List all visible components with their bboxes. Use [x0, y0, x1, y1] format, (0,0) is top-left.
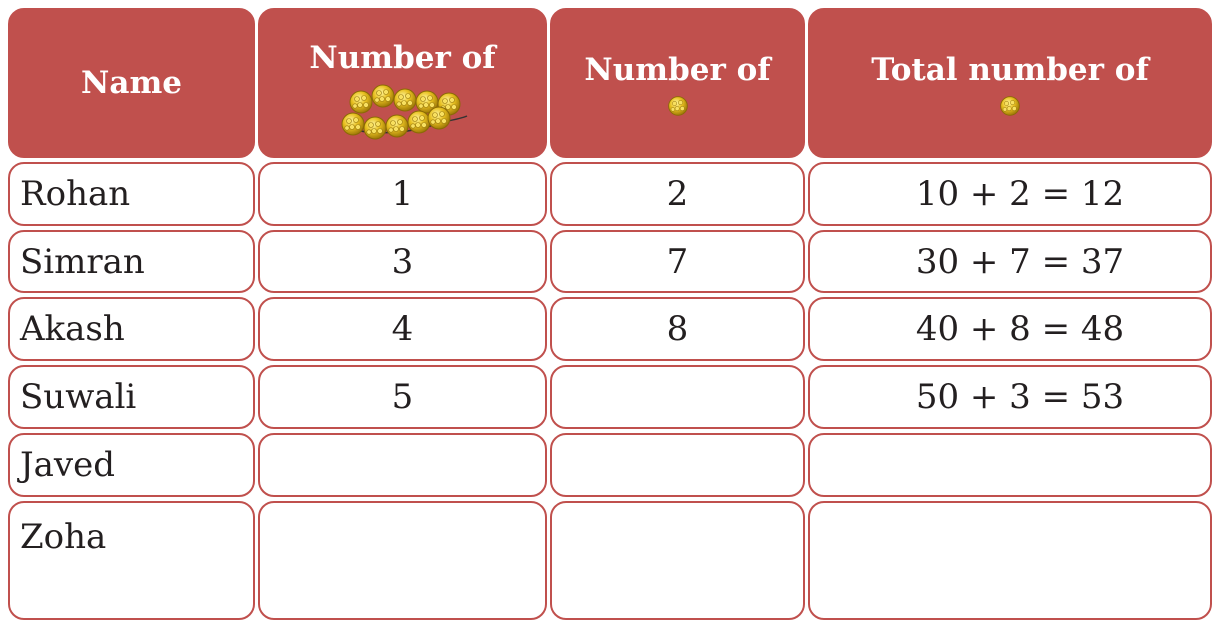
- name-cell: Simran: [8, 230, 255, 293]
- cell-text: 50 + 3 = 53: [916, 377, 1124, 417]
- header-cell: Number of: [550, 8, 805, 158]
- cell-text: 3: [392, 242, 414, 282]
- cell-text: 1: [392, 174, 414, 214]
- name-cell: Zoha: [8, 501, 255, 620]
- name-cell: Javed: [8, 433, 255, 497]
- cell-text: Akash: [20, 309, 125, 349]
- data-cell: 4: [258, 297, 547, 361]
- data-cell: 30 + 7 = 37: [808, 230, 1212, 293]
- name-cell: Rohan: [8, 162, 255, 226]
- header-text: Number of: [584, 52, 770, 88]
- data-cell: 2: [550, 162, 805, 226]
- cell-text: 40 + 8 = 48: [916, 309, 1124, 349]
- header-text: Total number of: [871, 52, 1149, 88]
- page: (() => { const data = JSON.parse(documen…: [0, 0, 1220, 601]
- bead-icon: [998, 94, 1022, 118]
- cell-text: 8: [667, 309, 689, 349]
- bead-garland-icon: [333, 82, 473, 142]
- cell-text: Simran: [20, 242, 145, 282]
- cell-text: 4: [392, 309, 414, 349]
- cell-text: Suwali: [20, 377, 136, 417]
- header-cell: Number of: [258, 8, 547, 158]
- cell-text: 7: [667, 242, 689, 282]
- header-cell: Name: [8, 8, 255, 158]
- data-cell: 10 + 2 = 12: [808, 162, 1212, 226]
- name-cell: Suwali: [8, 365, 255, 429]
- data-cell: 5: [258, 365, 547, 429]
- bead-icon: [666, 94, 690, 118]
- data-cell: 8: [550, 297, 805, 361]
- data-cell: 3: [258, 230, 547, 293]
- data-cell: 1: [258, 162, 547, 226]
- cell-text: Javed: [20, 445, 115, 485]
- header-cell: Total number of: [808, 8, 1212, 158]
- header-text: Number of: [309, 40, 495, 76]
- data-cell: 7: [550, 230, 805, 293]
- data-cell: [808, 433, 1212, 497]
- cell-text: 10 + 2 = 12: [916, 174, 1124, 214]
- cell-text: Rohan: [20, 174, 130, 214]
- data-cell: [808, 501, 1212, 620]
- data-cell: [258, 433, 547, 497]
- data-cell: [550, 501, 805, 620]
- cell-text: Zoha: [20, 517, 106, 557]
- cell-text: 2: [667, 174, 689, 214]
- data-cell: 50 + 3 = 53: [808, 365, 1212, 429]
- data-cell: [550, 433, 805, 497]
- cell-text: 5: [392, 377, 414, 417]
- data-cell: [550, 365, 805, 429]
- header-text: Name: [81, 65, 182, 101]
- data-cell: [258, 501, 547, 620]
- data-cell: 40 + 8 = 48: [808, 297, 1212, 361]
- name-cell: Akash: [8, 297, 255, 361]
- cell-text: 30 + 7 = 37: [916, 242, 1124, 282]
